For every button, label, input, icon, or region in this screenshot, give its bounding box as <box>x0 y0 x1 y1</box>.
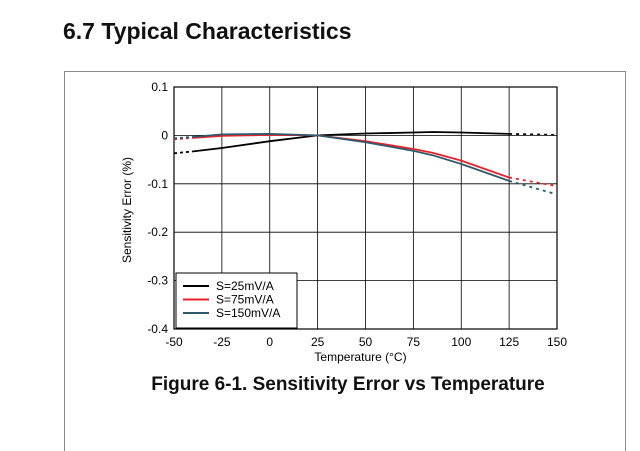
x-tick-label: 0 <box>266 335 273 349</box>
x-tick-label: 125 <box>499 335 519 349</box>
sensitivity-error-chart: -50 -25 0 25 50 75 100 125 150 0.1 0 -0.1 -0.2 -0.3 -0… <box>120 80 567 364</box>
series-line-s-25mv-a <box>193 131 510 153</box>
series-line-s-75mv-a <box>193 133 510 179</box>
y-tick-label: -0.4 <box>147 322 168 336</box>
figure-caption-wrapper: Figure 6-1. Sensitivity Error vs Tempera… <box>0 374 640 396</box>
plot-area <box>173 86 558 330</box>
x-tick-label: 75 <box>407 335 421 349</box>
y-tick-label: 0.1 <box>151 80 168 94</box>
y-tick-label: -0.1 <box>147 177 168 191</box>
series-extrapolation-s-150mv-a <box>508 180 558 196</box>
figure-caption: Figure 6-1. Sensitivity Error vs Tempera… <box>151 374 545 395</box>
series-layer <box>173 131 558 196</box>
y-tick-label: 0 <box>161 128 168 142</box>
series-extrapolation-s-75mv-a <box>508 176 558 188</box>
series-extrapolation-s-150mv-a <box>173 136 194 140</box>
legend-label: S=25mV/A <box>216 279 274 293</box>
x-tick-label: -50 <box>165 335 183 349</box>
legend-label: S=75mV/A <box>216 293 274 307</box>
x-tick-label: -25 <box>213 335 231 349</box>
y-tick-label: -0.2 <box>147 225 168 239</box>
y-axis-label: Sensitivity Error (%) <box>120 157 134 263</box>
series-line-s-150mv-a <box>193 132 510 182</box>
series-extrapolation-s-25mv-a <box>173 150 194 155</box>
x-tick-label: 100 <box>451 335 471 349</box>
legend: S=25mV/AS=75mV/AS=150mV/A <box>175 272 298 329</box>
series-extrapolation-s-25mv-a <box>509 133 558 136</box>
x-tick-label: 50 <box>359 335 373 349</box>
y-tick-label: -0.3 <box>147 274 168 288</box>
x-axis-label: Temperature (°C) <box>314 350 406 364</box>
section-title: 6.7 Typical Characteristics <box>63 18 352 44</box>
x-tick-label: 150 <box>547 335 567 349</box>
figure-frame <box>64 71 626 451</box>
legend-label: S=150mV/A <box>216 306 280 320</box>
x-tick-label: 25 <box>311 335 325 349</box>
tick-labels: -50 -25 0 25 50 75 100 125 150 0.1 0 -0.1 -0.2 -0.3 -0… <box>147 80 567 349</box>
